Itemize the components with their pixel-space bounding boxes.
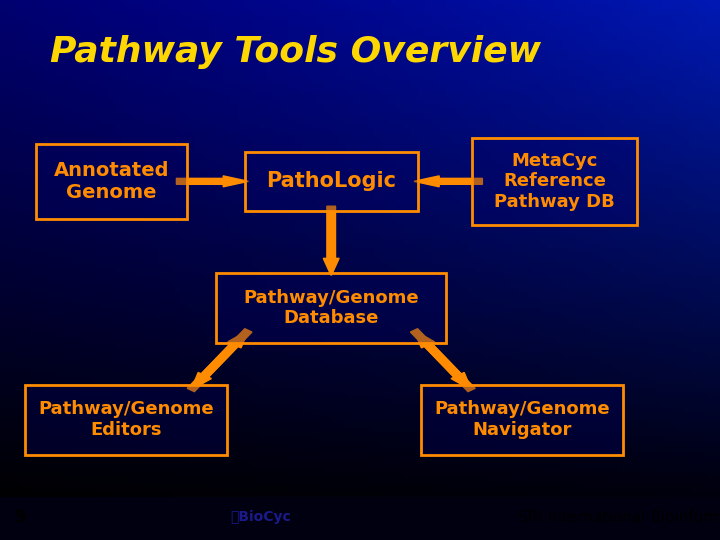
- FancyBboxPatch shape: [245, 152, 418, 211]
- FancyArrow shape: [191, 329, 252, 390]
- Text: PathoLogic: PathoLogic: [266, 171, 396, 191]
- FancyBboxPatch shape: [421, 385, 623, 455]
- FancyArrow shape: [176, 176, 248, 187]
- Text: Pathway Tools Overview: Pathway Tools Overview: [50, 35, 541, 69]
- Text: Pathway/Genome
Database: Pathway/Genome Database: [243, 288, 419, 327]
- FancyArrow shape: [323, 206, 339, 276]
- Text: MetaCyc
Reference
Pathway DB: MetaCyc Reference Pathway DB: [494, 152, 615, 211]
- FancyBboxPatch shape: [216, 273, 446, 343]
- FancyArrow shape: [414, 330, 475, 392]
- FancyArrow shape: [187, 330, 248, 392]
- Text: Pathway/Genome
Navigator: Pathway/Genome Navigator: [434, 400, 610, 439]
- FancyArrow shape: [414, 176, 482, 187]
- Text: Pathway/Genome
Editors: Pathway/Genome Editors: [38, 400, 214, 439]
- Text: Annotated
Genome: Annotated Genome: [54, 161, 169, 202]
- Text: SRI International Bioinformatics: SRI International Bioinformatics: [518, 510, 720, 524]
- FancyBboxPatch shape: [472, 138, 637, 225]
- Text: 🔬BioCyc: 🔬BioCyc: [230, 510, 291, 524]
- Text: 9: 9: [14, 508, 26, 526]
- FancyArrow shape: [410, 329, 472, 390]
- FancyBboxPatch shape: [25, 385, 227, 455]
- FancyBboxPatch shape: [36, 144, 187, 219]
